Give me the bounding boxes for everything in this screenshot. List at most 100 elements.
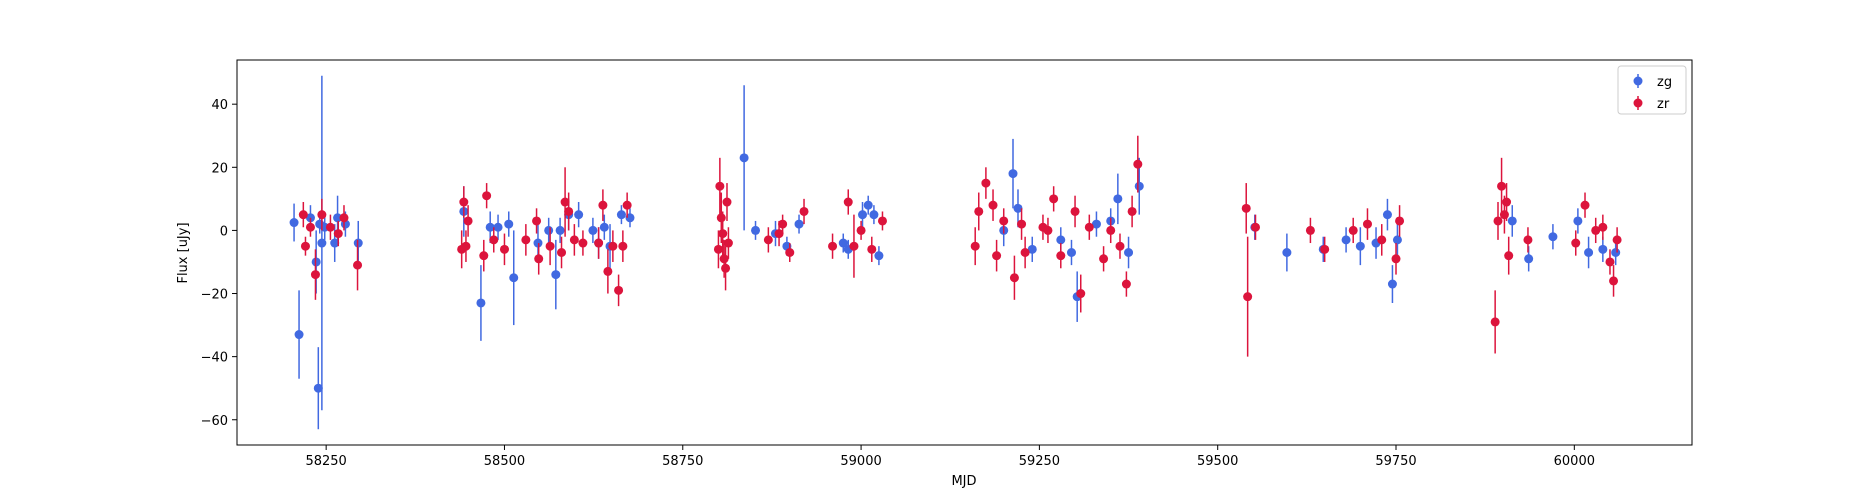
data-point [715, 181, 725, 191]
y-tick-label: 0 [220, 224, 228, 239]
data-point [1243, 292, 1253, 302]
data-point [1392, 235, 1402, 245]
data-point [1106, 225, 1116, 235]
data-point [459, 197, 469, 207]
data-point [1008, 169, 1018, 179]
data-point [298, 210, 308, 220]
data-point [718, 229, 728, 239]
data-point [310, 270, 320, 280]
data-point [603, 266, 613, 276]
data-point [1121, 279, 1131, 289]
data-point [598, 200, 608, 210]
data-point [869, 210, 879, 220]
data-point [838, 238, 848, 248]
legend-label: zg [1657, 75, 1672, 90]
data-point [1017, 219, 1027, 229]
data-point [1070, 206, 1080, 216]
x-tick-label: 60000 [1554, 454, 1595, 469]
data-point [493, 222, 503, 232]
data-point [479, 251, 489, 261]
data-point [1113, 194, 1123, 204]
data-point [504, 219, 514, 229]
legend-marker [1633, 98, 1643, 108]
data-point [599, 222, 609, 232]
data-point [339, 213, 349, 223]
data-point [1076, 289, 1086, 299]
data-point [317, 210, 327, 220]
data-point [1611, 248, 1621, 257]
data-point [313, 383, 323, 393]
data-point [499, 244, 509, 254]
data-point [716, 213, 726, 223]
data-point [463, 216, 473, 226]
data-point [461, 241, 471, 251]
data-point [1305, 225, 1315, 235]
y-tick-label: −60 [201, 414, 228, 429]
data-point [1609, 276, 1619, 286]
data-point [616, 210, 626, 220]
data-point [618, 241, 628, 251]
data-point [544, 225, 554, 235]
data-point [300, 241, 310, 251]
data-point [330, 238, 340, 248]
data-point [534, 254, 544, 264]
data-point [1524, 254, 1534, 264]
data-point [289, 218, 299, 228]
data-point [739, 153, 749, 163]
data-point [1391, 254, 1401, 264]
data-point [1355, 241, 1365, 251]
data-point [1084, 222, 1094, 232]
data-point [1241, 203, 1251, 213]
data-point [1497, 181, 1507, 191]
data-point [333, 229, 343, 239]
data-point [1395, 216, 1405, 226]
data-point [856, 225, 866, 235]
data-point [1598, 244, 1608, 254]
data-point [485, 222, 495, 232]
data-point [1605, 257, 1615, 267]
data-point [594, 238, 604, 248]
data-point [867, 244, 877, 254]
data-point [476, 298, 486, 308]
data-point [560, 197, 570, 207]
x-tick-label: 58250 [305, 454, 346, 469]
data-point [1523, 235, 1533, 245]
data-point [1133, 159, 1143, 169]
data-point [551, 270, 561, 280]
data-point [1320, 244, 1330, 254]
data-point [874, 251, 884, 261]
data-point [970, 241, 980, 251]
data-point [1504, 251, 1514, 261]
data-point [353, 260, 363, 270]
data-point [1115, 241, 1125, 251]
data-point [614, 285, 624, 295]
x-tick-label: 59000 [840, 454, 881, 469]
data-point [509, 273, 519, 283]
data-point [1009, 273, 1019, 283]
y-tick-label: −40 [201, 351, 228, 366]
data-point [713, 244, 723, 254]
data-point [1056, 251, 1066, 261]
data-point [1127, 206, 1137, 216]
data-point [317, 238, 327, 248]
data-point [569, 235, 579, 245]
data-point [981, 178, 991, 188]
x-tick-label: 59250 [1019, 454, 1060, 469]
plot-frame [236, 59, 1693, 446]
data-point [1499, 210, 1509, 220]
x-tick-label: 59750 [1375, 454, 1416, 469]
data-point [722, 197, 732, 207]
data-point [564, 206, 574, 216]
legend: zg zr [1617, 65, 1687, 115]
data-point [555, 225, 565, 235]
data-point [794, 219, 804, 229]
legend-label: zr [1657, 97, 1670, 112]
data-point [849, 241, 859, 251]
data-point [1043, 225, 1053, 235]
data-point [1493, 216, 1503, 226]
data-point [721, 263, 731, 273]
data-point [751, 225, 761, 235]
data-point [858, 210, 868, 220]
data-point [974, 206, 984, 216]
